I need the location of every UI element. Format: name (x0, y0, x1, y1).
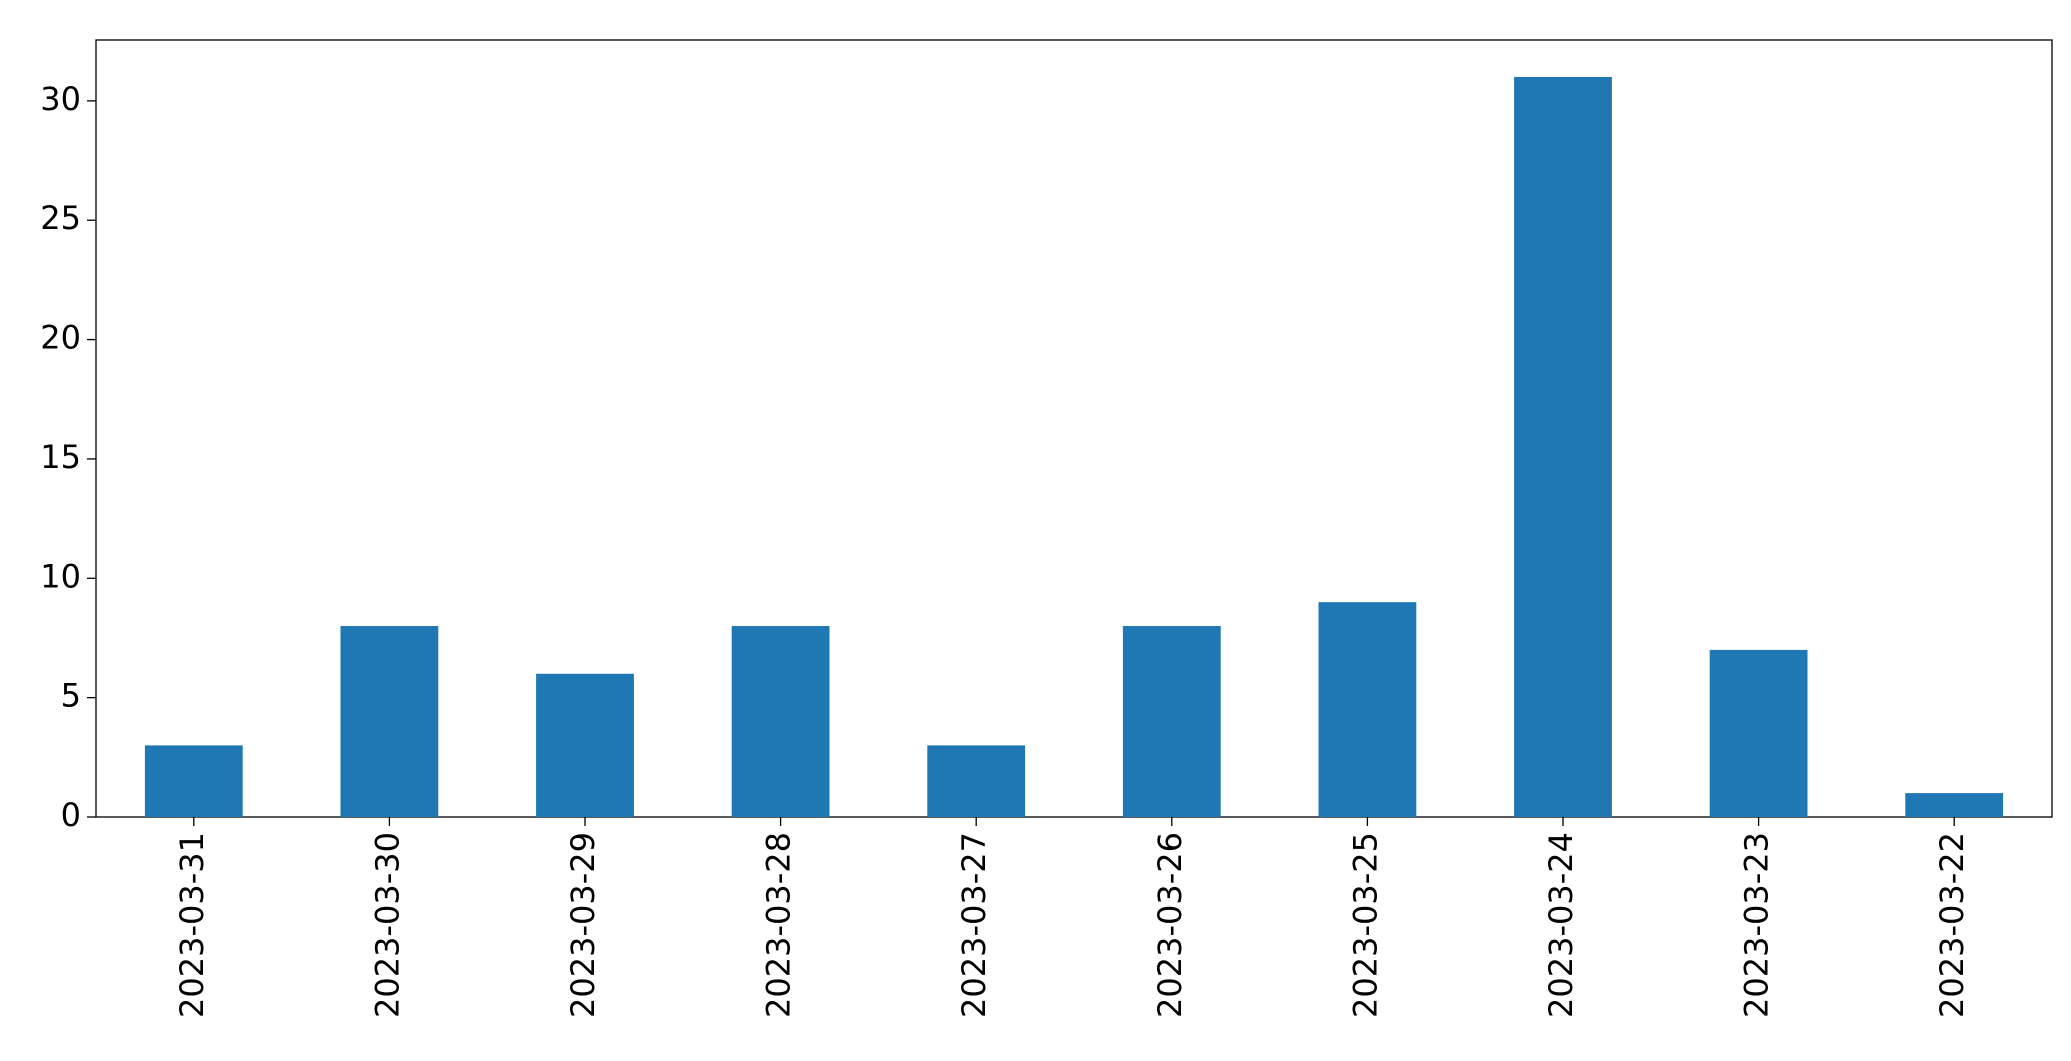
x-tick-label: 2023-03-23 (1738, 832, 1776, 1018)
bar (1514, 77, 1612, 817)
bar (340, 626, 439, 817)
x-tick-label: 2023-03-30 (368, 832, 406, 1018)
y-tick-label: 5 (61, 677, 81, 715)
plot-frame (95, 39, 2053, 818)
x-tick-label: 2023-03-25 (1346, 832, 1384, 1018)
bar (1122, 626, 1221, 817)
x-tick-label: 2023-03-31 (173, 832, 211, 1018)
bar (927, 745, 1026, 817)
bar (1905, 793, 2004, 817)
y-tick-label: 0 (61, 796, 81, 834)
y-tick-label: 10 (40, 557, 81, 595)
bar (536, 673, 634, 817)
bar (731, 626, 830, 817)
y-tick-label: 25 (40, 199, 81, 237)
x-tick-label: 2023-03-28 (760, 832, 798, 1018)
y-tick-label: 15 (40, 438, 81, 476)
bar (1318, 602, 1417, 817)
bar (144, 745, 243, 817)
x-tick-label: 2023-03-24 (1542, 832, 1580, 1018)
x-tick-label: 2023-03-22 (1933, 832, 1971, 1018)
y-tick-label: 20 (40, 319, 81, 357)
bar (1709, 649, 1808, 817)
x-tick-label: 2023-03-27 (955, 832, 993, 1018)
x-tick-label: 2023-03-26 (1151, 832, 1189, 1018)
y-tick-label: 30 (40, 80, 81, 118)
x-tick-label: 2023-03-29 (564, 832, 602, 1018)
